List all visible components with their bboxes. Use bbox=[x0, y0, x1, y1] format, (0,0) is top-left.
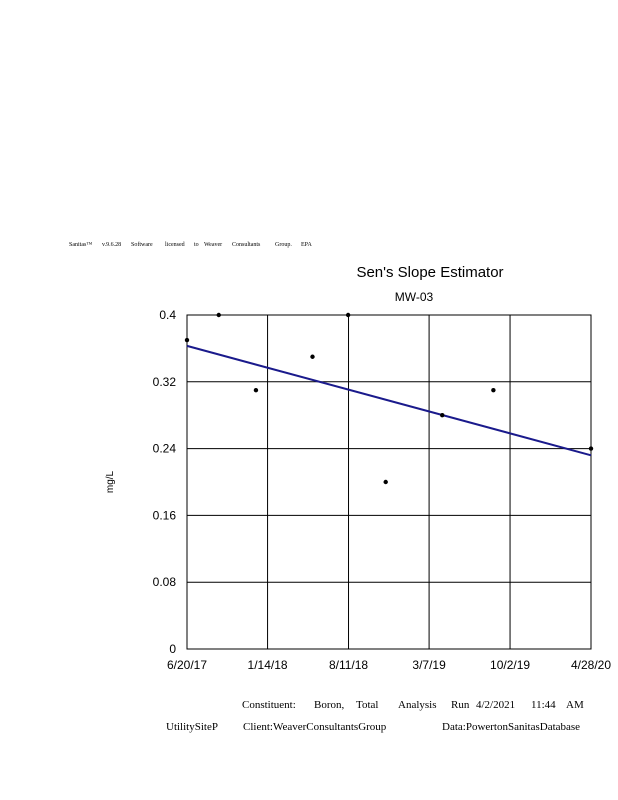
y-tick-label: 0.32 bbox=[153, 375, 177, 389]
license-word: Weaver bbox=[204, 242, 223, 248]
data-point bbox=[253, 387, 259, 393]
x-tick-labels: 6/20/17 1/14/18 8/11/18 3/7/19 10/2/19 4/28/2… bbox=[167, 658, 611, 672]
license-word: v.9.6.28 bbox=[102, 242, 122, 248]
license-word: Software bbox=[131, 242, 153, 248]
chart-title: Sen's Slope Estimator bbox=[356, 264, 504, 281]
constituent-label: Constituent: bbox=[242, 699, 296, 711]
data-point bbox=[491, 387, 496, 393]
data-point bbox=[440, 413, 445, 418]
data-point bbox=[216, 312, 221, 318]
y-tick-label: 0.16 bbox=[153, 508, 177, 522]
data-point bbox=[345, 312, 351, 318]
data-point bbox=[588, 446, 594, 451]
constituent-word: Total bbox=[356, 699, 379, 711]
license-word: licensed bbox=[165, 242, 185, 248]
run-date: 4/2/2021 bbox=[476, 699, 516, 711]
chart-subtitle: MW-03 bbox=[394, 290, 434, 304]
y-tick-label: 0.24 bbox=[153, 442, 177, 456]
license-word: Consultants bbox=[232, 242, 261, 248]
x-tick-label: 10/2/19 bbox=[490, 658, 530, 672]
x-tick-label: 3/7/19 bbox=[412, 658, 446, 672]
y-tick-label: 0.08 bbox=[153, 575, 177, 589]
x-tick-label: 1/14/18 bbox=[248, 658, 288, 672]
license-word: EPA bbox=[301, 242, 312, 248]
license-word: to bbox=[194, 242, 199, 248]
license-word: Sanitas™ bbox=[69, 242, 93, 248]
site-name: UtilitySiteP bbox=[166, 721, 218, 733]
client-name: Client:WeaverConsultantsGroup bbox=[243, 721, 387, 733]
y-tick-label: 0.4 bbox=[159, 308, 176, 322]
plot-frame bbox=[186, 314, 592, 650]
data-point bbox=[184, 337, 190, 343]
y-axis-label: mg/L bbox=[105, 470, 116, 493]
y-tick-labels: 0 0.08 0.16 0.24 0.32 0.4 bbox=[153, 308, 177, 656]
run-time: 11:44 bbox=[531, 699, 556, 711]
data-point bbox=[383, 479, 388, 485]
chart-grid bbox=[186, 314, 592, 650]
run-label: Run bbox=[451, 699, 470, 711]
x-tick-label: 6/20/17 bbox=[167, 658, 207, 672]
data-points bbox=[184, 312, 594, 485]
y-tick-label: 0 bbox=[169, 642, 176, 656]
trend-line bbox=[186, 344, 592, 457]
x-tick-label: 4/28/20 bbox=[571, 658, 611, 672]
constituent-word: Boron, bbox=[314, 699, 345, 711]
data-point bbox=[310, 354, 315, 359]
database-name: Data:PowertonSanitasDatabase bbox=[442, 721, 581, 733]
license-word: Group. bbox=[275, 242, 292, 248]
x-tick-label: 8/11/18 bbox=[329, 658, 368, 672]
analysis-label: Analysis bbox=[398, 699, 437, 711]
run-ampm: AM bbox=[566, 699, 584, 711]
